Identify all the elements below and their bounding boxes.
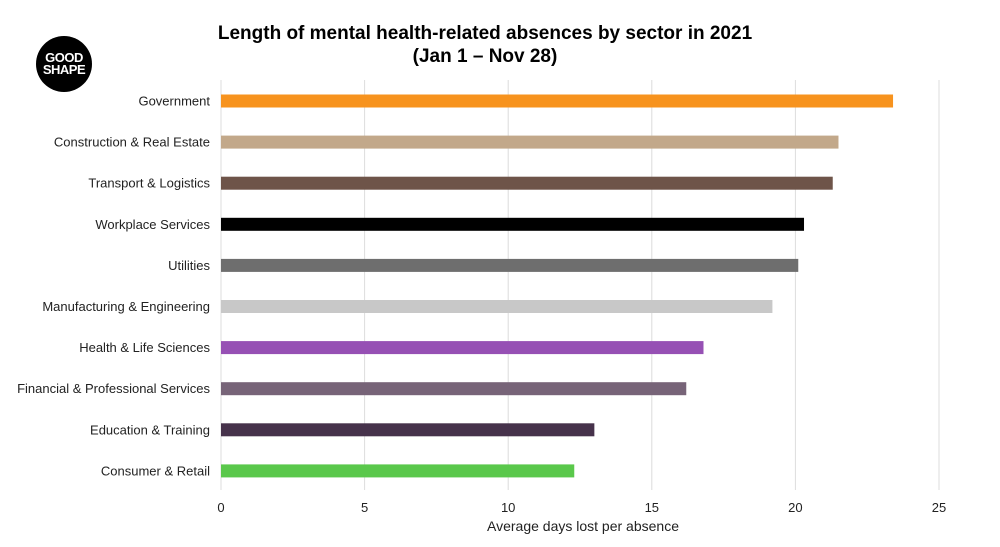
category-label: Financial & Professional Services [17, 381, 210, 396]
category-label: Consumer & Retail [101, 463, 210, 478]
bars [221, 94, 894, 478]
bar-manufacturing-engineering [221, 300, 773, 313]
bar-financial-professional-services [221, 382, 687, 396]
bar-government [221, 94, 894, 108]
chart-title: Length of mental health-related absences… [217, 23, 753, 44]
category-label: Workplace Services [95, 217, 210, 232]
chart-subtitle: (Jan 1 – Nov 28) [412, 46, 558, 67]
x-tick-labels: 0 5 10 15 20 25 [217, 500, 946, 515]
x-tick-label: 5 [361, 500, 368, 515]
x-axis-title: Average days lost per absence [487, 518, 679, 534]
category-label: Manufacturing & Engineering [42, 299, 210, 314]
category-label: Education & Training [90, 422, 210, 437]
bar-consumer-retail [221, 464, 575, 478]
category-label: Health & Life Sciences [79, 340, 210, 355]
good-shape-logo: GOOD SHAPE [36, 36, 92, 92]
x-tick-label: 25 [932, 500, 946, 515]
bar-education-training [221, 423, 595, 437]
x-tick-label: 0 [217, 500, 224, 515]
bar-utilities [221, 258, 799, 272]
bar-health-life-sciences [221, 341, 704, 355]
logo-line-2: SHAPE [42, 62, 86, 77]
bar-transport-logistics [221, 176, 833, 190]
logo-line-1: GOOD [45, 50, 83, 65]
category-label: Transport & Logistics [88, 176, 210, 191]
chart-title-block: Length of mental health-related absences… [0, 22, 970, 68]
bar-construction-real-estate [221, 135, 839, 149]
x-tick-label: 15 [645, 500, 659, 515]
category-label: Utilities [168, 258, 210, 273]
bar-workplace-services [221, 217, 805, 231]
x-tick-label: 20 [788, 500, 802, 515]
category-label: Government [138, 94, 210, 109]
category-label: Construction & Real Estate [54, 135, 210, 150]
x-tick-label: 10 [501, 500, 515, 515]
category-labels: Government Construction & Real Estate Tran… [17, 94, 210, 479]
